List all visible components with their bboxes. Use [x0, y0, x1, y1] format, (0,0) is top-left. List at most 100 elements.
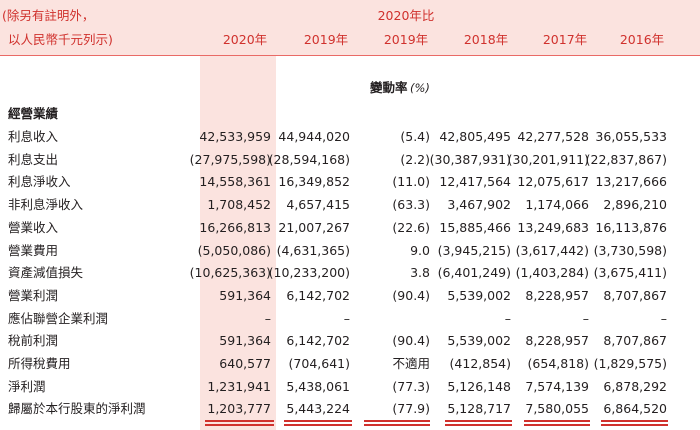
table-cell: 6,864,520: [603, 401, 667, 417]
table-cell: 1,203,777: [207, 401, 271, 417]
table-cell: 6,878,292: [603, 378, 667, 394]
total-double-underline: [364, 424, 430, 427]
table-cell: (90.4): [392, 333, 430, 349]
total-double-underline: [601, 420, 668, 423]
total-double-underline: [524, 424, 590, 427]
table-cell: (63.3): [392, 197, 430, 213]
table-cell: 5,443,224: [286, 401, 350, 417]
total-double-underline: [601, 424, 668, 427]
table-cell: (10,233,200): [268, 265, 350, 281]
row-label: 應佔聯營企業利潤: [8, 310, 109, 326]
section-title: 經營業績: [8, 106, 59, 121]
header-rule: [0, 55, 700, 56]
year-header-5: 2016年: [619, 32, 665, 47]
table-cell: –: [264, 310, 271, 326]
table-cell: (22.6): [392, 219, 430, 235]
table-cell: (704,641): [288, 356, 350, 371]
table-cell: (27,975,598): [189, 151, 271, 167]
table-cell: –: [343, 310, 350, 326]
table-cell: (30,387,931): [429, 151, 511, 167]
header-band: [0, 0, 700, 55]
table-cell: (77.9): [392, 401, 430, 417]
row-label: 營業收入: [8, 219, 59, 235]
table-cell: 6,142,702: [286, 333, 350, 349]
table-cell: 8,707,867: [603, 287, 667, 303]
table-cell: (6,401,249): [437, 265, 511, 281]
row-label: 非利息淨收入: [8, 197, 84, 213]
table-cell: 591,364: [219, 333, 271, 349]
table-cell: 5,126,148: [447, 378, 511, 394]
table-cell: 13,249,683: [517, 219, 589, 235]
row-label: 利息收入: [8, 129, 59, 144]
table-cell: 5,128,717: [447, 401, 511, 417]
table-cell: 7,574,139: [525, 378, 589, 394]
year-header-3: 2018年: [463, 32, 509, 47]
table-cell: –: [660, 310, 667, 326]
table-cell: 44,944,020: [278, 129, 350, 144]
total-double-underline: [524, 420, 590, 423]
unit-note-line2: 以人民幣千元列示): [8, 32, 113, 47]
table-cell: 不適用: [392, 356, 430, 371]
table-cell: 1,708,452: [207, 197, 271, 213]
table-cell: (3,730,598): [593, 242, 667, 258]
change-group-header: 2020年比: [377, 8, 435, 23]
table-cell: 8,228,957: [525, 333, 589, 349]
table-cell: 14,558,361: [199, 174, 271, 190]
table-cell: 8,707,867: [603, 333, 667, 349]
table-cell: (5,050,086): [197, 242, 271, 258]
table-cell: (30,201,911): [507, 151, 589, 167]
table-cell: 1,174,066: [525, 197, 589, 213]
table-cell: 4,657,415: [286, 197, 350, 213]
table-cell: (2.2): [400, 151, 430, 167]
table-cell: 16,349,852: [278, 174, 350, 190]
table-cell: 640,577: [219, 356, 271, 371]
row-label: 歸屬於本行股東的淨利潤: [8, 401, 146, 417]
row-label: 稅前利潤: [8, 333, 59, 349]
row-label: 淨利潤: [8, 378, 46, 394]
total-double-underline: [445, 424, 512, 427]
year-header-0: 2020年: [222, 32, 268, 47]
table-cell: 16,266,813: [199, 219, 271, 235]
table-cell: 15,885,466: [439, 219, 511, 235]
table-cell: 13,217,666: [595, 174, 667, 190]
total-double-underline: [445, 420, 512, 423]
table-cell: 42,277,528: [517, 129, 589, 144]
unit-note-line1: (除另有註明外，: [2, 8, 95, 23]
table-cell: 8,228,957: [525, 287, 589, 303]
table-cell: (11.0): [392, 174, 430, 190]
year-header-1: 2019年: [303, 32, 349, 47]
year-header-4: 2017年: [542, 32, 588, 47]
row-label: 所得稅費用: [8, 356, 71, 371]
table-cell: 7,580,055: [525, 401, 589, 417]
year-header-2: 2019年: [383, 32, 429, 47]
table-cell: 6,142,702: [286, 287, 350, 303]
table-cell: 42,805,495: [439, 129, 511, 144]
row-label: 資產減值損失: [8, 265, 84, 281]
table-cell: 9.0: [410, 242, 430, 258]
change-rate-label: 變動率: [370, 80, 408, 95]
table-cell: 36,055,533: [595, 129, 667, 144]
table-cell: 1,231,941: [207, 378, 271, 394]
table-cell: (412,854): [449, 356, 511, 371]
row-label: 利息支出: [8, 151, 59, 167]
table-cell: 42,533,959: [199, 129, 271, 144]
table-cell: 3.8: [410, 265, 430, 281]
table-cell: (3,945,215): [437, 242, 511, 258]
current-year-column-highlight: [200, 55, 276, 430]
table-cell: (5.4): [400, 129, 430, 144]
table-cell: 591,364: [219, 287, 271, 303]
table-cell: 12,075,617: [517, 174, 589, 190]
table-cell: (22,837,867): [585, 151, 667, 167]
table-cell: (654,818): [527, 356, 589, 371]
table-cell: (10,625,363): [189, 265, 271, 281]
table-cell: 5,539,002: [447, 287, 511, 303]
total-double-underline: [205, 420, 274, 423]
table-cell: (4,631,365): [276, 242, 350, 258]
table-cell: 3,467,902: [447, 197, 511, 213]
total-double-underline: [364, 420, 430, 423]
table-cell: (77.3): [392, 378, 430, 394]
table-cell: 5,438,061: [286, 378, 350, 394]
row-label: 利息淨收入: [8, 174, 71, 190]
table-cell: 12,417,564: [439, 174, 511, 190]
table-cell: 16,113,876: [595, 219, 667, 235]
